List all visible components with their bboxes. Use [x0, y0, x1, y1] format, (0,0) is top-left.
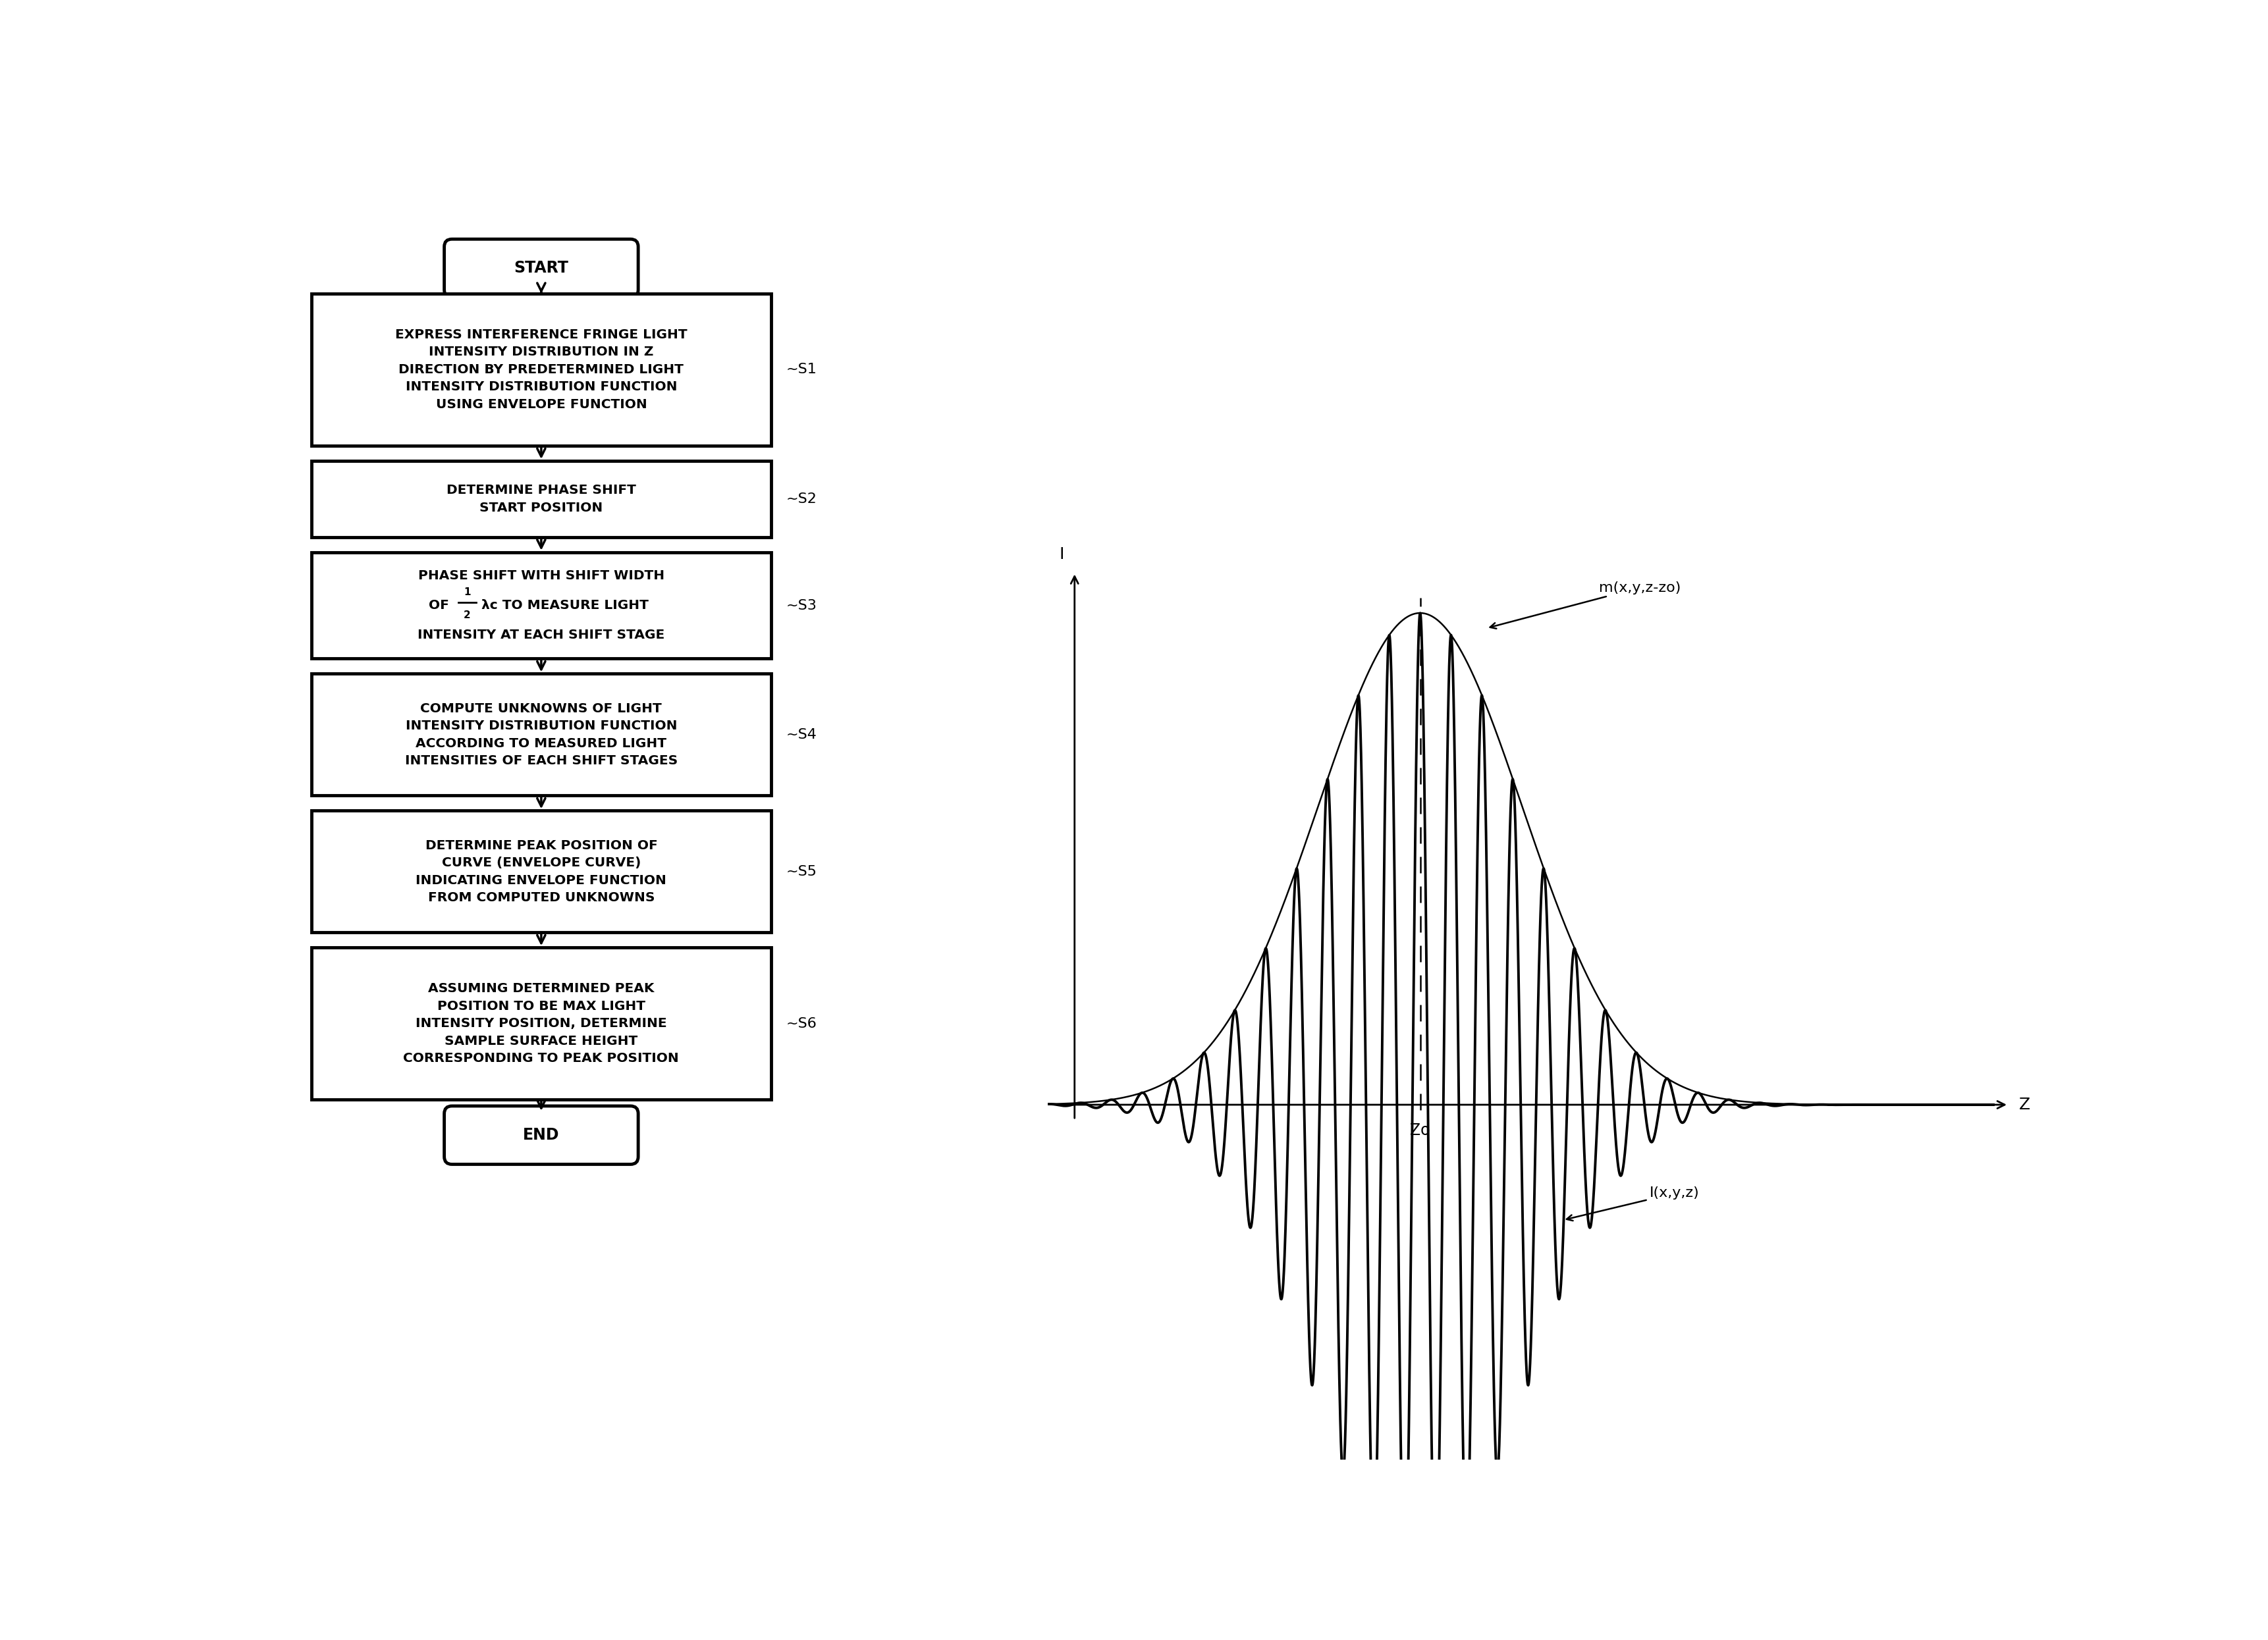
Text: ~S4: ~S4 — [787, 728, 816, 741]
Text: λc TO MEASURE LIGHT: λc TO MEASURE LIGHT — [481, 599, 649, 612]
Text: 2: 2 — [463, 610, 472, 620]
Text: I(x,y,z): I(x,y,z) — [1567, 1187, 1699, 1220]
Text: DETERMINE PHASE SHIFT
START POSITION: DETERMINE PHASE SHIFT START POSITION — [447, 484, 635, 513]
Bar — [311, 810, 771, 933]
Text: INTENSITY AT EACH SHIFT STAGE: INTENSITY AT EACH SHIFT STAGE — [417, 628, 665, 641]
Text: Zo: Zo — [1411, 1122, 1431, 1138]
FancyBboxPatch shape — [445, 239, 637, 297]
Text: 1: 1 — [463, 587, 472, 597]
Text: END: END — [524, 1127, 560, 1143]
Text: ~S5: ~S5 — [787, 864, 816, 877]
Bar — [311, 674, 771, 795]
Bar — [311, 461, 771, 536]
Text: m(x,y,z-zo): m(x,y,z-zo) — [1490, 581, 1681, 628]
Text: Z: Z — [2019, 1097, 2030, 1112]
Text: ~S2: ~S2 — [787, 492, 816, 505]
Text: COMPUTE UNKNOWNS OF LIGHT
INTENSITY DISTRIBUTION FUNCTION
ACCORDING TO MEASURED : COMPUTE UNKNOWNS OF LIGHT INTENSITY DIST… — [404, 702, 678, 768]
Text: ~S1: ~S1 — [787, 362, 816, 376]
Text: ~S3: ~S3 — [787, 599, 816, 612]
Text: START: START — [515, 261, 569, 276]
Text: PHASE SHIFT WITH SHIFT WIDTH: PHASE SHIFT WITH SHIFT WIDTH — [417, 569, 665, 582]
Bar — [311, 294, 771, 446]
Bar — [311, 948, 771, 1100]
Text: ASSUMING DETERMINED PEAK
POSITION TO BE MAX LIGHT
INTENSITY POSITION, DETERMINE
: ASSUMING DETERMINED PEAK POSITION TO BE … — [404, 982, 678, 1064]
Text: OF: OF — [429, 599, 449, 612]
Text: ~S6: ~S6 — [787, 1017, 816, 1030]
Text: I: I — [1059, 546, 1064, 563]
Text: DETERMINE PEAK POSITION OF
CURVE (ENVELOPE CURVE)
INDICATING ENVELOPE FUNCTION
F: DETERMINE PEAK POSITION OF CURVE (ENVELO… — [415, 840, 667, 904]
FancyBboxPatch shape — [445, 1105, 637, 1164]
Text: EXPRESS INTERFERENCE FRINGE LIGHT
INTENSITY DISTRIBUTION IN Z
DIRECTION BY PREDE: EXPRESS INTERFERENCE FRINGE LIGHT INTENS… — [395, 328, 687, 410]
Bar — [311, 553, 771, 659]
